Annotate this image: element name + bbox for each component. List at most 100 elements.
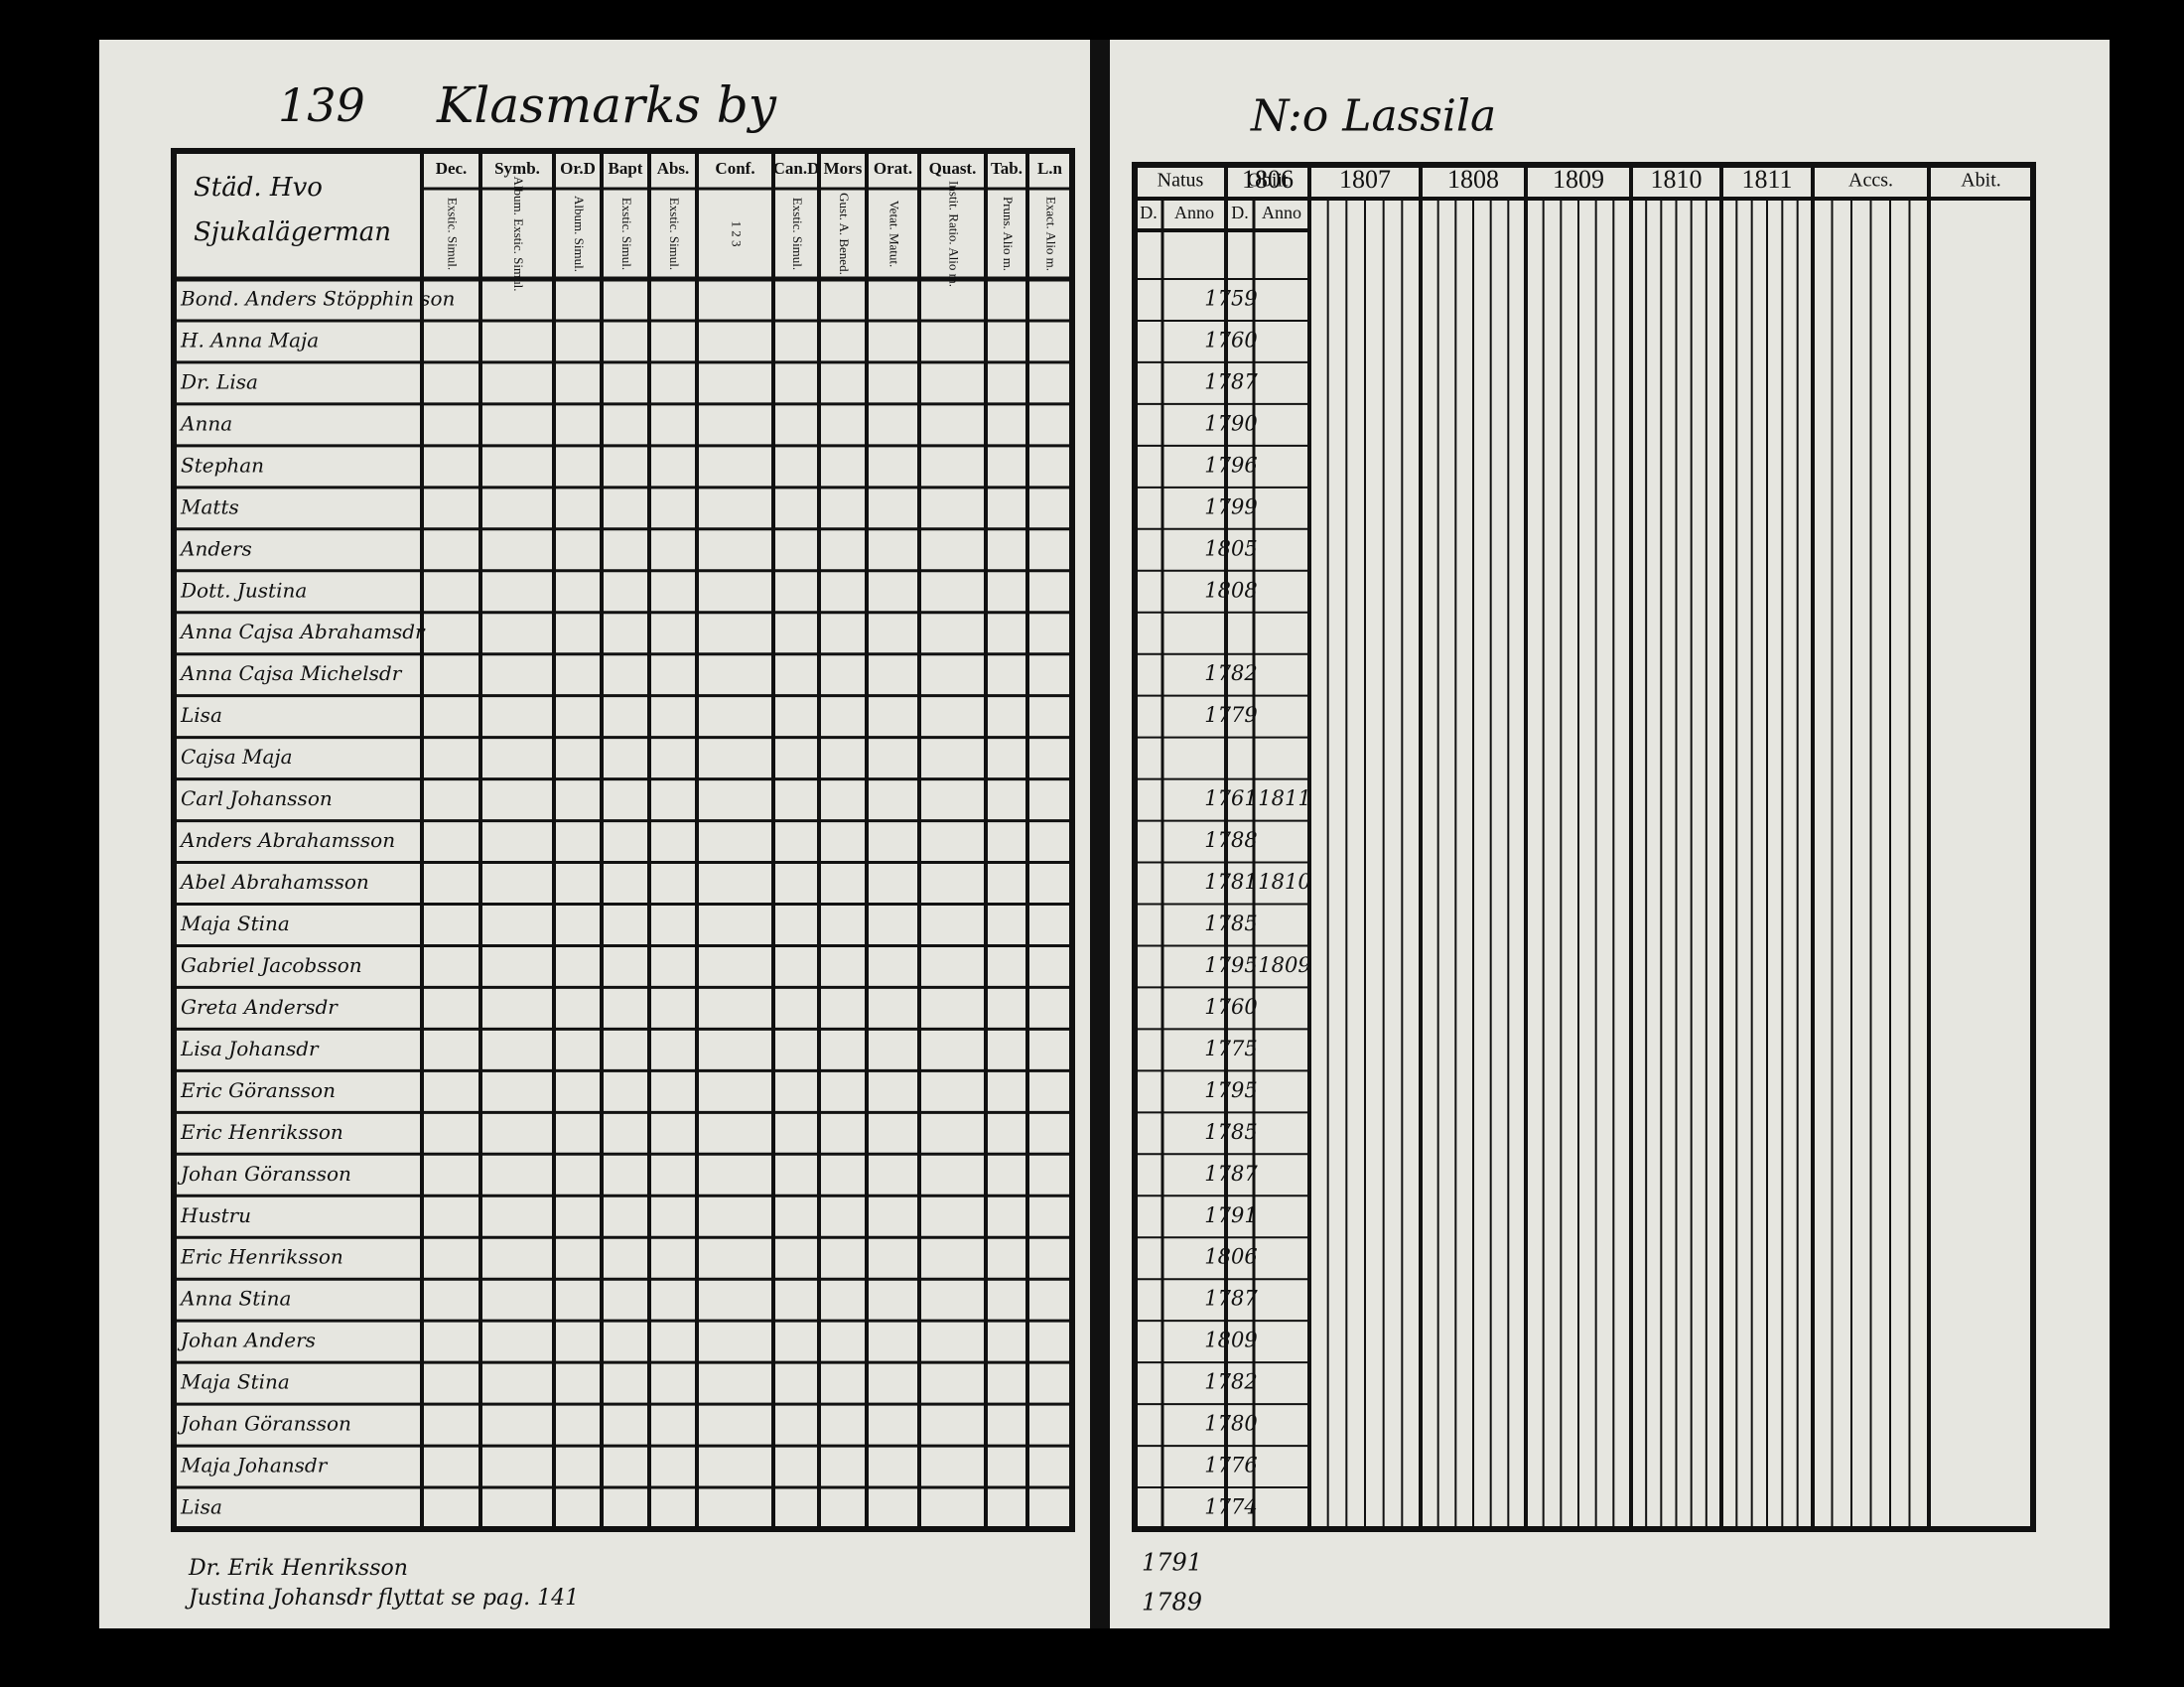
column-title: Quast. bbox=[929, 159, 977, 178]
birth-year: 1799 bbox=[1204, 494, 1257, 518]
row-name: Carl Johansson bbox=[181, 786, 333, 810]
row-name: Dr. Lisa bbox=[180, 369, 258, 393]
row-name: H. Anna Maja bbox=[180, 328, 319, 351]
row-name: Eric Göransson bbox=[180, 1078, 336, 1102]
birth-year: 1760 bbox=[1204, 328, 1257, 351]
birth-year: 1775 bbox=[1204, 1037, 1257, 1060]
birth-year: 1809 bbox=[1204, 1329, 1257, 1352]
farm-title: N:o Lassila bbox=[1250, 91, 1496, 142]
row-name: Eric Henriksson bbox=[180, 1120, 343, 1144]
column-title: Obiit bbox=[1247, 170, 1289, 192]
row-name: Greta Andersdr bbox=[181, 995, 339, 1019]
birth-year: 1791 bbox=[1204, 1203, 1257, 1227]
subheader: D. bbox=[1140, 203, 1158, 222]
column-subheader: Album. Exstic. Simul. bbox=[511, 177, 526, 292]
row-name: Dott. Justina bbox=[180, 578, 307, 602]
column-title: Or.D bbox=[560, 159, 596, 178]
column-title: Natus bbox=[1158, 170, 1204, 192]
row-name: Anna Cajsa Abrahamsdr bbox=[179, 620, 426, 643]
birth-year: 1779 bbox=[1204, 703, 1257, 727]
birth-year: 1759 bbox=[1204, 286, 1257, 310]
column-title: 1806 bbox=[1242, 165, 1294, 194]
row-name: Cajsa Maja bbox=[181, 745, 293, 769]
note: 1791 bbox=[1142, 1549, 1202, 1577]
name-header: Städ. Hvo bbox=[194, 173, 323, 203]
row-name: Hustru bbox=[180, 1203, 251, 1227]
column-title: 1809 bbox=[1553, 165, 1604, 194]
row-name: Bond. Anders Stöpphin son bbox=[180, 286, 455, 310]
column-title: Can.D bbox=[773, 159, 820, 178]
row-name: Anna Stina bbox=[179, 1287, 291, 1311]
birth-year: 1785 bbox=[1204, 1120, 1257, 1144]
column-subheader: Pruns. Alio m. bbox=[1001, 197, 1016, 271]
birth-year: 1780 bbox=[1204, 1412, 1257, 1436]
birth-year: 1788 bbox=[1204, 828, 1257, 852]
row-name: Johan Göransson bbox=[177, 1412, 351, 1436]
birth-year: 1787 bbox=[1204, 1162, 1258, 1186]
birth-year: 1806 bbox=[1204, 1245, 1257, 1269]
birth-year: 1796 bbox=[1204, 453, 1257, 477]
row-name: Stephan bbox=[181, 453, 264, 477]
right-page bbox=[1107, 40, 2110, 1628]
birth-year: 1787 bbox=[1204, 1287, 1258, 1311]
row-name: Gabriel Jacobsson bbox=[181, 953, 362, 977]
column-title: 1811 bbox=[1741, 165, 1792, 194]
row-name: Lisa bbox=[180, 1495, 222, 1519]
birth-year: 1776 bbox=[1204, 1454, 1257, 1477]
column-title: 1808 bbox=[1447, 165, 1499, 194]
birth-year: 1760 bbox=[1204, 995, 1257, 1019]
column-title: Bapt bbox=[609, 159, 643, 178]
birth-year: 1785 bbox=[1204, 912, 1257, 935]
column-title: 1807 bbox=[1339, 165, 1391, 194]
page-number: 139 bbox=[278, 78, 365, 132]
row-name: Johan Anders bbox=[177, 1329, 316, 1352]
row-name: Anna Cajsa Michelsdr bbox=[179, 661, 403, 685]
row-name: Lisa bbox=[180, 703, 222, 727]
row-name: Eric Henriksson bbox=[180, 1245, 343, 1269]
note: 1789 bbox=[1142, 1589, 1202, 1617]
column-subheader: Exstic. Simul. bbox=[790, 198, 805, 270]
row-name: Johan Göransson bbox=[177, 1162, 351, 1186]
subheader: Anno bbox=[1262, 203, 1301, 222]
note: Dr. Erik Henriksson bbox=[188, 1556, 408, 1581]
birth-year: 1782 bbox=[1204, 1370, 1257, 1394]
row-name: Lisa Johansdr bbox=[180, 1037, 320, 1060]
name-header: Sjukalägerman bbox=[194, 217, 391, 247]
column-title: 1810 bbox=[1651, 165, 1703, 194]
column-title: Abs. bbox=[657, 159, 690, 178]
death-year: 1811 bbox=[1258, 786, 1310, 810]
death-year: 1810 bbox=[1258, 870, 1310, 894]
column-subheader: Exstic. Simul. bbox=[667, 198, 682, 270]
row-name: Anders bbox=[179, 536, 252, 560]
birth-year: 1774 bbox=[1204, 1495, 1257, 1519]
row-name: Anders Abrahamsson bbox=[179, 828, 395, 852]
subheader: Anno bbox=[1174, 203, 1214, 222]
birth-year: 1761 bbox=[1204, 786, 1257, 810]
column-title: Tab. bbox=[991, 159, 1023, 178]
row-name: Anna bbox=[179, 411, 232, 435]
column-title: Conf. bbox=[715, 159, 754, 178]
row-name: Abel Abrahamsson bbox=[179, 870, 369, 894]
subheader: D. bbox=[1231, 203, 1249, 222]
column-title: L.n bbox=[1037, 159, 1063, 178]
column-subheader: Gust. A. Bened. bbox=[837, 193, 852, 275]
birth-year: 1790 bbox=[1204, 411, 1257, 435]
row-name: Matts bbox=[180, 494, 239, 518]
column-subheader: Exstic. Simul. bbox=[446, 198, 461, 270]
column-title: Mors bbox=[824, 159, 863, 178]
birth-year: 1787 bbox=[1204, 369, 1258, 393]
column-title: Orat. bbox=[874, 159, 912, 178]
row-name: Maja Johansdr bbox=[180, 1454, 329, 1477]
column-subheader: Exact. Alio m. bbox=[1044, 197, 1059, 271]
column-title: Abit. bbox=[1961, 170, 2001, 192]
birth-year: 1795 bbox=[1204, 1078, 1257, 1102]
village-title: Klasmarks by bbox=[436, 76, 777, 134]
column-title: Symb. bbox=[494, 159, 540, 178]
column-subheader: Album. Simul. bbox=[572, 196, 587, 272]
gutter bbox=[1090, 40, 1110, 1628]
birth-year: 1805 bbox=[1204, 536, 1257, 560]
death-year: 1809 bbox=[1258, 953, 1310, 977]
column-subheader: Exstic. Simul. bbox=[619, 198, 634, 270]
